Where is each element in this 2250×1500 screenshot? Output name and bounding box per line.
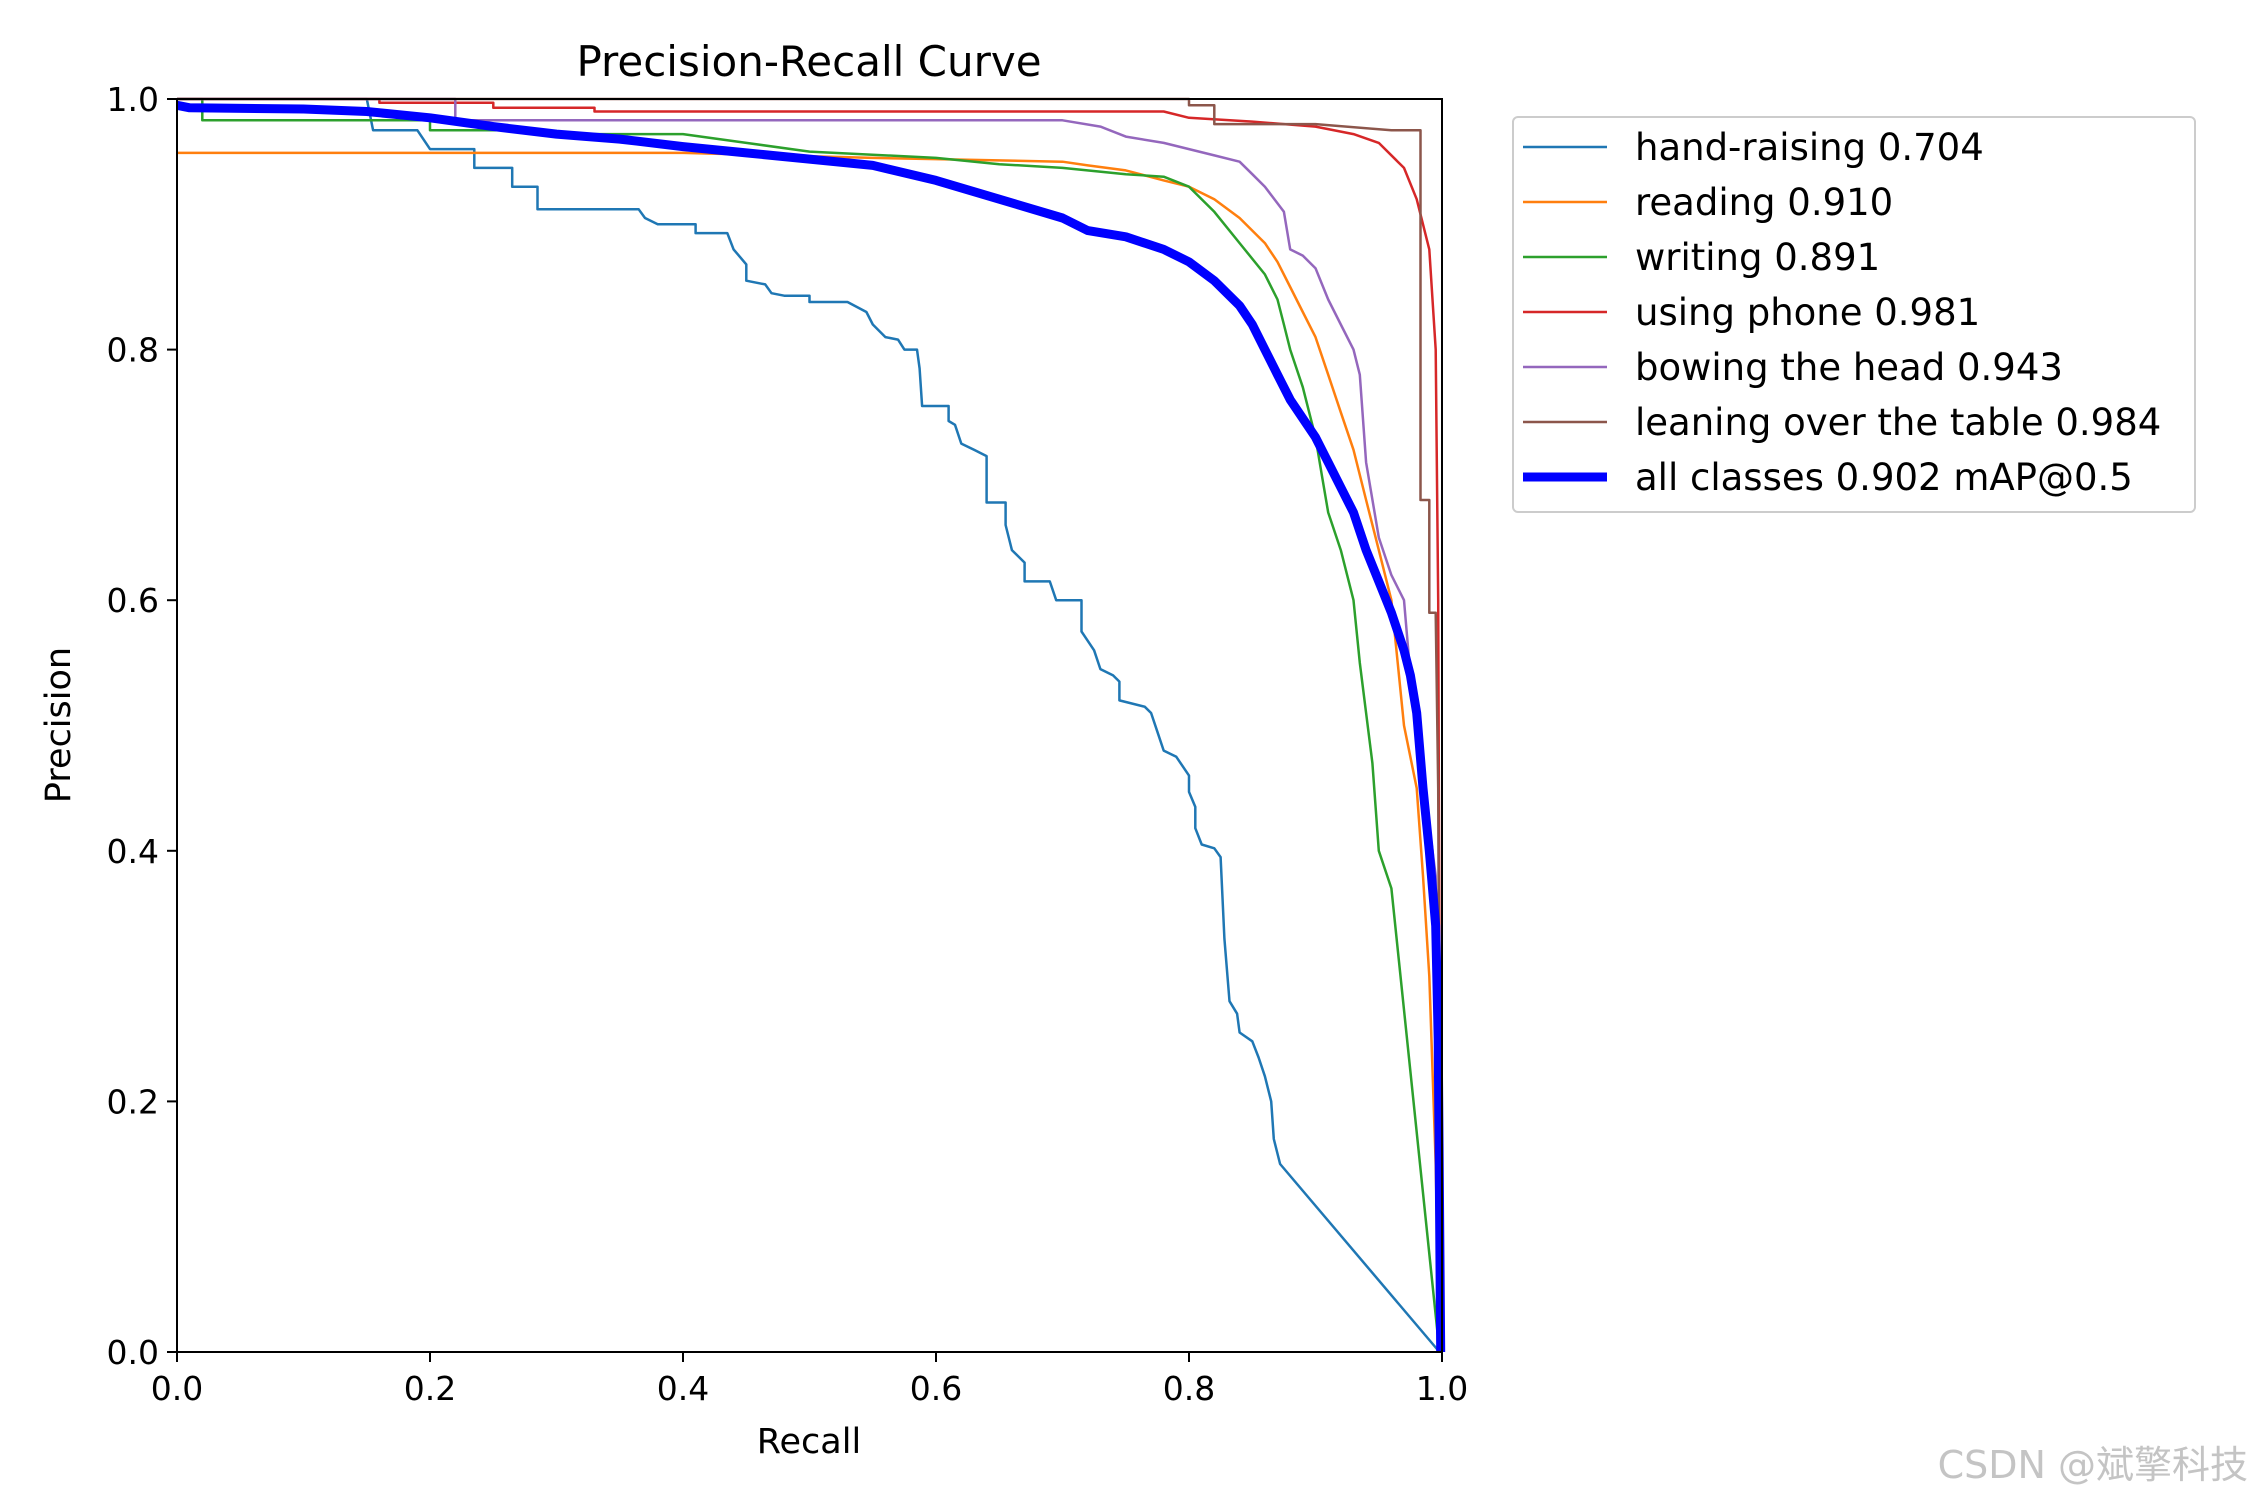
- y-tick-label: 0.2: [107, 1082, 159, 1121]
- x-tick-label: 0.4: [657, 1369, 709, 1408]
- series-line-6: [176, 100, 1446, 1353]
- legend: hand-raising 0.704 reading 0.910 writing 0…: [1512, 116, 2196, 513]
- legend-label-2: writing 0.891: [1635, 236, 1880, 279]
- x-tick-label: 0.6: [910, 1369, 962, 1408]
- y-axis-title: Precision: [39, 647, 79, 803]
- legend-label-1: reading 0.910: [1635, 181, 1893, 224]
- x-tick-label: 0.8: [1163, 1369, 1215, 1408]
- x-tick-label: 1.0: [1416, 1369, 1468, 1408]
- plot-frame: [176, 98, 1443, 1353]
- legend-label-4: bowing the head 0.943: [1635, 346, 2063, 389]
- series-line-1: [177, 151, 1441, 1353]
- legend-label-5: leaning over the table 0.984: [1635, 401, 2161, 444]
- watermark: CSDN @斌擎科技: [1938, 1443, 2248, 1487]
- legend-items: hand-raising 0.704 reading 0.910 writing 0…: [1523, 126, 2161, 499]
- x-tick-label: 0.0: [151, 1369, 203, 1408]
- y-tick-label: 1.0: [107, 80, 159, 119]
- x-axis: 0.0 0.2 0.4 0.6 0.8 1.0: [151, 1352, 1468, 1408]
- series-line-0: [177, 97, 1441, 1353]
- chart-title: Precision-Recall Curve: [576, 37, 1041, 86]
- y-tick-label: 0.4: [107, 832, 159, 871]
- x-axis-title: Recall: [757, 1422, 861, 1462]
- y-tick-label: 0.0: [107, 1333, 159, 1372]
- y-axis: 0.0 0.2 0.4 0.6 0.8 1.0: [107, 80, 177, 1372]
- series-line-5: [177, 97, 1442, 1353]
- y-tick-label: 0.6: [107, 581, 159, 620]
- legend-box: [1512, 116, 2196, 513]
- series-line-3: [177, 97, 1442, 1353]
- y-tick-label: 0.8: [107, 331, 159, 370]
- curves-layer: [176, 97, 1446, 1353]
- legend-label-6: all classes 0.902 mAP@0.5: [1635, 456, 2133, 499]
- legend-label-3: using phone 0.981: [1635, 291, 1980, 334]
- x-tick-label: 0.2: [404, 1369, 456, 1408]
- legend-label-0: hand-raising 0.704: [1635, 126, 1984, 169]
